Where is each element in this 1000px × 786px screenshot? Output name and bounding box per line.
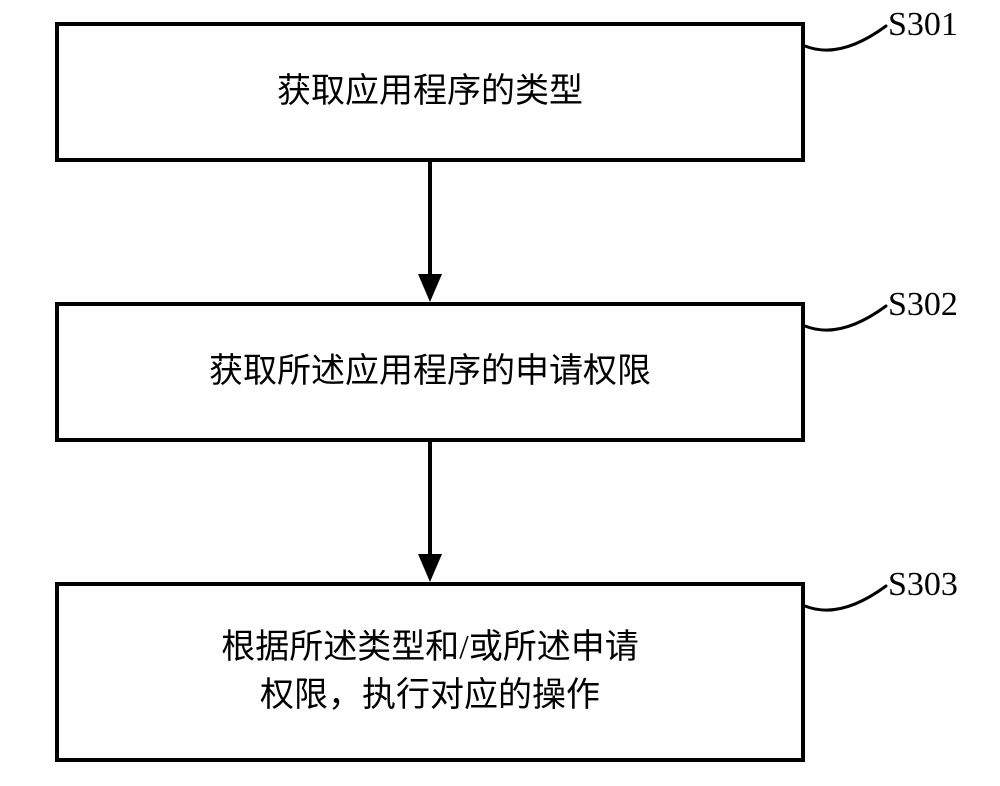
flow-node-1: 获取应用程序的类型 <box>55 22 805 162</box>
flow-node-2: 获取所述应用程序的申请权限 <box>55 302 805 442</box>
flow-node-3-text: 根据所述类型和/或所述申请 权限，执行对应的操作 <box>221 624 638 719</box>
step-label-s301: S301 <box>888 6 958 44</box>
step-label-s303: S303 <box>888 566 958 604</box>
step-label-s303-text: S303 <box>888 566 958 603</box>
step-label-s302-text: S302 <box>888 286 958 323</box>
step-label-s301-text: S301 <box>888 6 958 43</box>
flow-node-2-text: 获取所述应用程序的申请权限 <box>209 348 651 396</box>
step-label-s302: S302 <box>888 286 958 324</box>
flow-node-1-text: 获取应用程序的类型 <box>277 68 583 116</box>
flow-node-3: 根据所述类型和/或所述申请 权限，执行对应的操作 <box>55 582 805 762</box>
flowchart-canvas: 获取应用程序的类型 获取所述应用程序的申请权限 根据所述类型和/或所述申请 权限… <box>0 0 1000 786</box>
